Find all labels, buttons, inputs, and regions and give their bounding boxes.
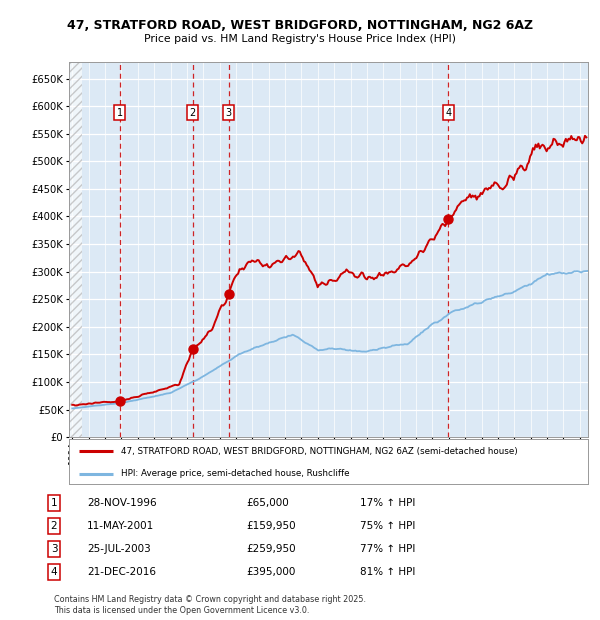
Text: 21-DEC-2016: 21-DEC-2016 xyxy=(87,567,156,577)
Text: HPI: Average price, semi-detached house, Rushcliffe: HPI: Average price, semi-detached house,… xyxy=(121,469,349,478)
Text: 25-JUL-2003: 25-JUL-2003 xyxy=(87,544,151,554)
Text: 11-MAY-2001: 11-MAY-2001 xyxy=(87,521,154,531)
Bar xyxy=(69,62,82,437)
Text: 28-NOV-1996: 28-NOV-1996 xyxy=(87,498,157,508)
Text: 81% ↑ HPI: 81% ↑ HPI xyxy=(360,567,415,577)
Text: 17% ↑ HPI: 17% ↑ HPI xyxy=(360,498,415,508)
Text: 1: 1 xyxy=(117,108,123,118)
Text: 4: 4 xyxy=(445,108,451,118)
Text: £259,950: £259,950 xyxy=(246,544,296,554)
Text: 4: 4 xyxy=(50,567,58,577)
Text: 47, STRATFORD ROAD, WEST BRIDGFORD, NOTTINGHAM, NG2 6AZ: 47, STRATFORD ROAD, WEST BRIDGFORD, NOTT… xyxy=(67,19,533,32)
Text: 75% ↑ HPI: 75% ↑ HPI xyxy=(360,521,415,531)
Text: 3: 3 xyxy=(50,544,58,554)
Text: Contains HM Land Registry data © Crown copyright and database right 2025.: Contains HM Land Registry data © Crown c… xyxy=(54,595,366,604)
Text: £159,950: £159,950 xyxy=(246,521,296,531)
Text: 2: 2 xyxy=(50,521,58,531)
Text: Price paid vs. HM Land Registry's House Price Index (HPI): Price paid vs. HM Land Registry's House … xyxy=(144,34,456,44)
Text: £65,000: £65,000 xyxy=(246,498,289,508)
Text: £395,000: £395,000 xyxy=(246,567,295,577)
Text: 47, STRATFORD ROAD, WEST BRIDGFORD, NOTTINGHAM, NG2 6AZ (semi-detached house): 47, STRATFORD ROAD, WEST BRIDGFORD, NOTT… xyxy=(121,446,518,456)
Text: 1: 1 xyxy=(50,498,58,508)
Text: 2: 2 xyxy=(190,108,196,118)
Text: 77% ↑ HPI: 77% ↑ HPI xyxy=(360,544,415,554)
Text: This data is licensed under the Open Government Licence v3.0.: This data is licensed under the Open Gov… xyxy=(54,606,310,614)
Text: 3: 3 xyxy=(226,108,232,118)
